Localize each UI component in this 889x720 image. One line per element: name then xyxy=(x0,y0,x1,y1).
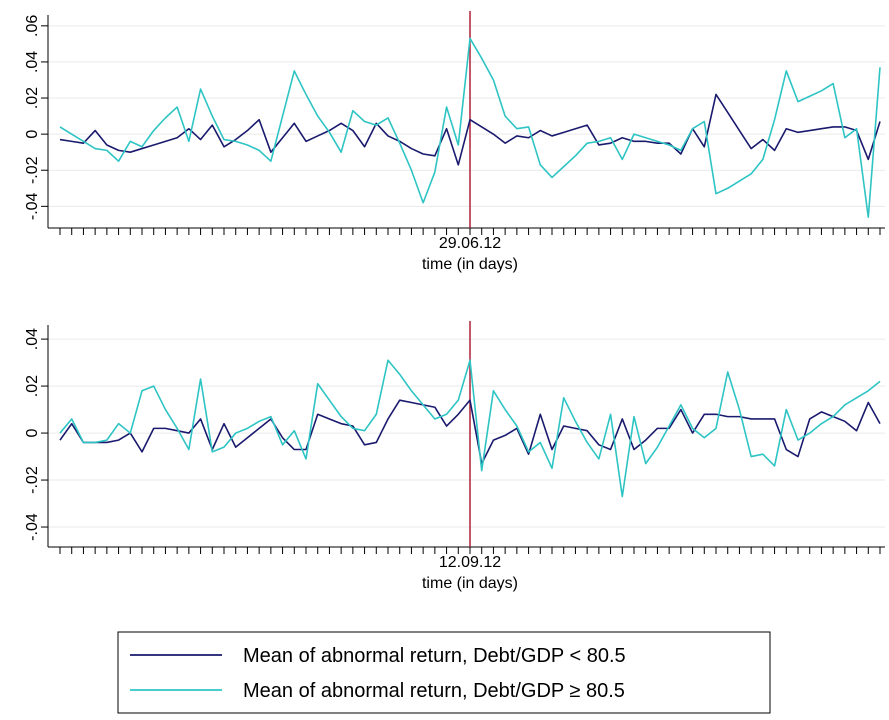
y-tick-label: .04 xyxy=(24,328,41,350)
y-tick-label: -.04 xyxy=(24,513,41,541)
y-tick-label: -.02 xyxy=(24,156,41,184)
x-tick-label: 29.06.12 xyxy=(439,235,501,252)
y-tick-label: -.04 xyxy=(24,192,41,220)
series-line xyxy=(59,93,881,166)
x-tick-label: 12.09.12 xyxy=(439,554,501,571)
series-line xyxy=(59,37,881,218)
y-tick-label: .02 xyxy=(24,375,41,397)
y-tick-label: .06 xyxy=(24,15,41,37)
series-line xyxy=(59,399,881,465)
y-tick-label: 0 xyxy=(24,429,41,438)
y-tick-label: .02 xyxy=(24,87,41,109)
y-tick-label: 0 xyxy=(24,130,41,139)
x-axis-label: time (in days) xyxy=(422,256,518,273)
x-axis-label: time (in days) xyxy=(422,575,518,592)
y-tick-label: -.02 xyxy=(24,466,41,494)
legend-box xyxy=(117,631,771,714)
y-tick-label: .04 xyxy=(24,51,41,73)
legend-label: Mean of abnormal return, Debt/GDP < 80.5 xyxy=(243,645,626,667)
legend-label: Mean of abnormal return, Debt/GDP ≥ 80.5 xyxy=(243,680,625,702)
series-line xyxy=(59,359,881,498)
